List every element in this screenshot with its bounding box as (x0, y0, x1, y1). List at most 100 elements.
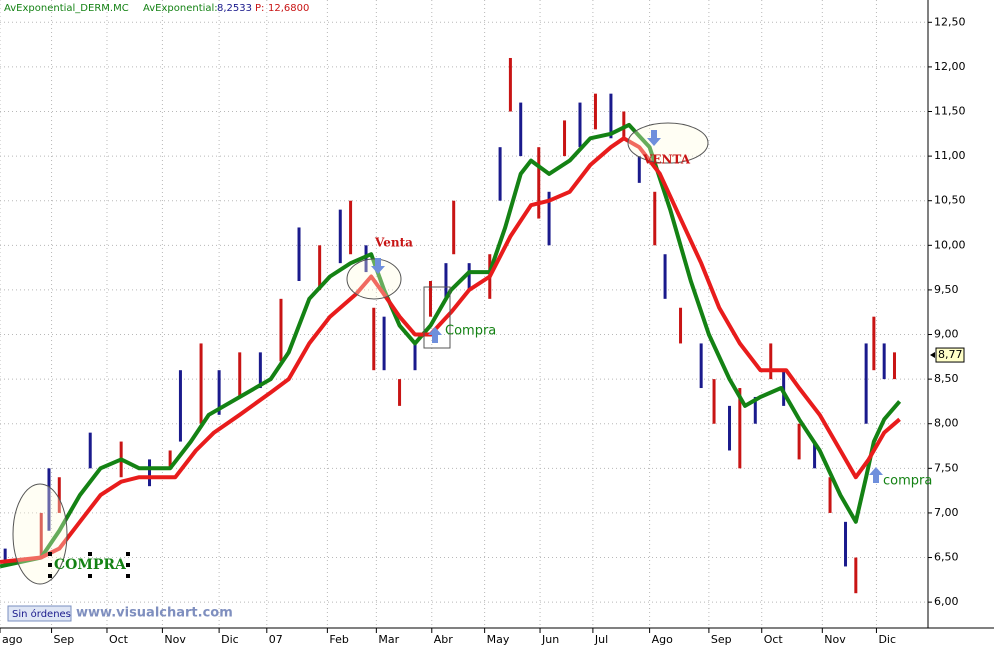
price-bar (3, 548, 7, 567)
price-bar (563, 120, 567, 157)
price-bar (279, 298, 283, 362)
annotation: compra (883, 474, 932, 489)
price-bar (238, 352, 242, 397)
price-bar (372, 307, 376, 371)
ellipse (627, 122, 709, 164)
price-bar (844, 521, 848, 567)
price-bar (679, 307, 683, 344)
annotation: Compra (445, 324, 496, 339)
price-bar (537, 147, 541, 219)
price-bar (782, 370, 786, 406)
x-tick-label: Sep (711, 633, 732, 646)
y-tick-label: 9,00 (934, 328, 959, 341)
x-tick-label: Jun (541, 633, 559, 646)
price-bar (508, 57, 512, 112)
price-bar (258, 352, 262, 389)
last-price-pointer (930, 352, 935, 359)
price-bar (728, 405, 732, 451)
price-bar (398, 379, 402, 406)
price-bar (318, 245, 322, 290)
watermark: www.visualchart.com (76, 606, 233, 621)
price-bar (653, 191, 657, 246)
status-box[interactable] (7, 605, 72, 622)
ema-line (0, 122, 902, 569)
price-bar (178, 370, 182, 442)
last-price-box (935, 347, 965, 363)
price-bar (609, 93, 613, 139)
price-bar (769, 343, 773, 380)
price-bar (88, 432, 92, 469)
x-tick-label: Nov (824, 633, 846, 646)
annotation-shapes (12, 122, 709, 585)
price-bar (452, 200, 456, 255)
arrow-up (428, 327, 442, 343)
price-bar (828, 477, 832, 513)
price-bar (338, 209, 342, 264)
price-bar (148, 459, 152, 487)
price-bar (413, 343, 417, 371)
price-bar (864, 343, 868, 424)
ema-line (0, 136, 901, 564)
x-tick-label: Abr (434, 633, 454, 646)
price-bar (578, 102, 582, 148)
price-bar (444, 263, 448, 299)
price-bar (467, 263, 471, 290)
price-bar (199, 343, 203, 424)
handles (48, 552, 130, 578)
last-price-label: 8,77 (938, 348, 963, 361)
y-tick-label: 8,00 (934, 417, 959, 430)
y-tick-label: 10,50 (934, 194, 966, 207)
x-tick-label: ago (2, 633, 23, 646)
annotation: Venta (374, 236, 413, 250)
price-bar (699, 343, 703, 389)
ellipse (346, 258, 402, 300)
x-tick-label: 07 (269, 633, 283, 646)
x-tick-label: May (487, 633, 510, 646)
header-price: 12,6800 (268, 3, 309, 14)
y-tick-label: 7,50 (934, 461, 959, 474)
y-tick-label: 12,50 (934, 15, 966, 28)
x-tick-label: Nov (164, 633, 186, 646)
plot (0, 0, 928, 628)
status[interactable]: Sin órdenes (12, 608, 71, 620)
price-bar (813, 441, 817, 469)
price-bar (854, 557, 858, 594)
header-indicator: AvExponential: (143, 3, 218, 14)
price-bar (168, 450, 172, 469)
x-tick-label: Feb (329, 633, 348, 646)
price-bar (892, 352, 896, 380)
x-tick-label: Mar (378, 633, 399, 646)
ellipse (12, 483, 68, 585)
price-bar (364, 245, 368, 273)
price-bar (797, 423, 801, 460)
price-bar (622, 111, 626, 139)
price-bar (872, 316, 876, 371)
price-bar (663, 254, 667, 299)
x-tick-label: Oct (764, 633, 784, 646)
arrows (371, 130, 883, 483)
y-tick-label: 7,00 (934, 506, 959, 519)
annotation: VENTA (642, 153, 691, 167)
x-tick-label: Jul (594, 633, 608, 646)
arrow-up (869, 467, 883, 483)
header-value: 8,2533 (217, 3, 252, 14)
price-bar (712, 379, 716, 424)
price-bar (297, 227, 301, 281)
x-tick-label: Ago (652, 633, 674, 646)
price-bar (882, 343, 886, 380)
price-bar (428, 280, 432, 317)
price-bar (57, 477, 61, 513)
y-tick-label: 11,00 (934, 149, 966, 162)
price-bar (738, 388, 742, 469)
price-bar (753, 396, 757, 424)
x-tick-label: Dic (221, 633, 239, 646)
price-bar (349, 200, 353, 255)
y-tick-label: 6,50 (934, 551, 959, 564)
x-tick-label: Oct (109, 633, 129, 646)
price-bar (637, 156, 641, 183)
x-tick-label: Dic (878, 633, 896, 646)
y-tick-label: 6,00 (934, 595, 959, 608)
price-bar (498, 147, 502, 201)
